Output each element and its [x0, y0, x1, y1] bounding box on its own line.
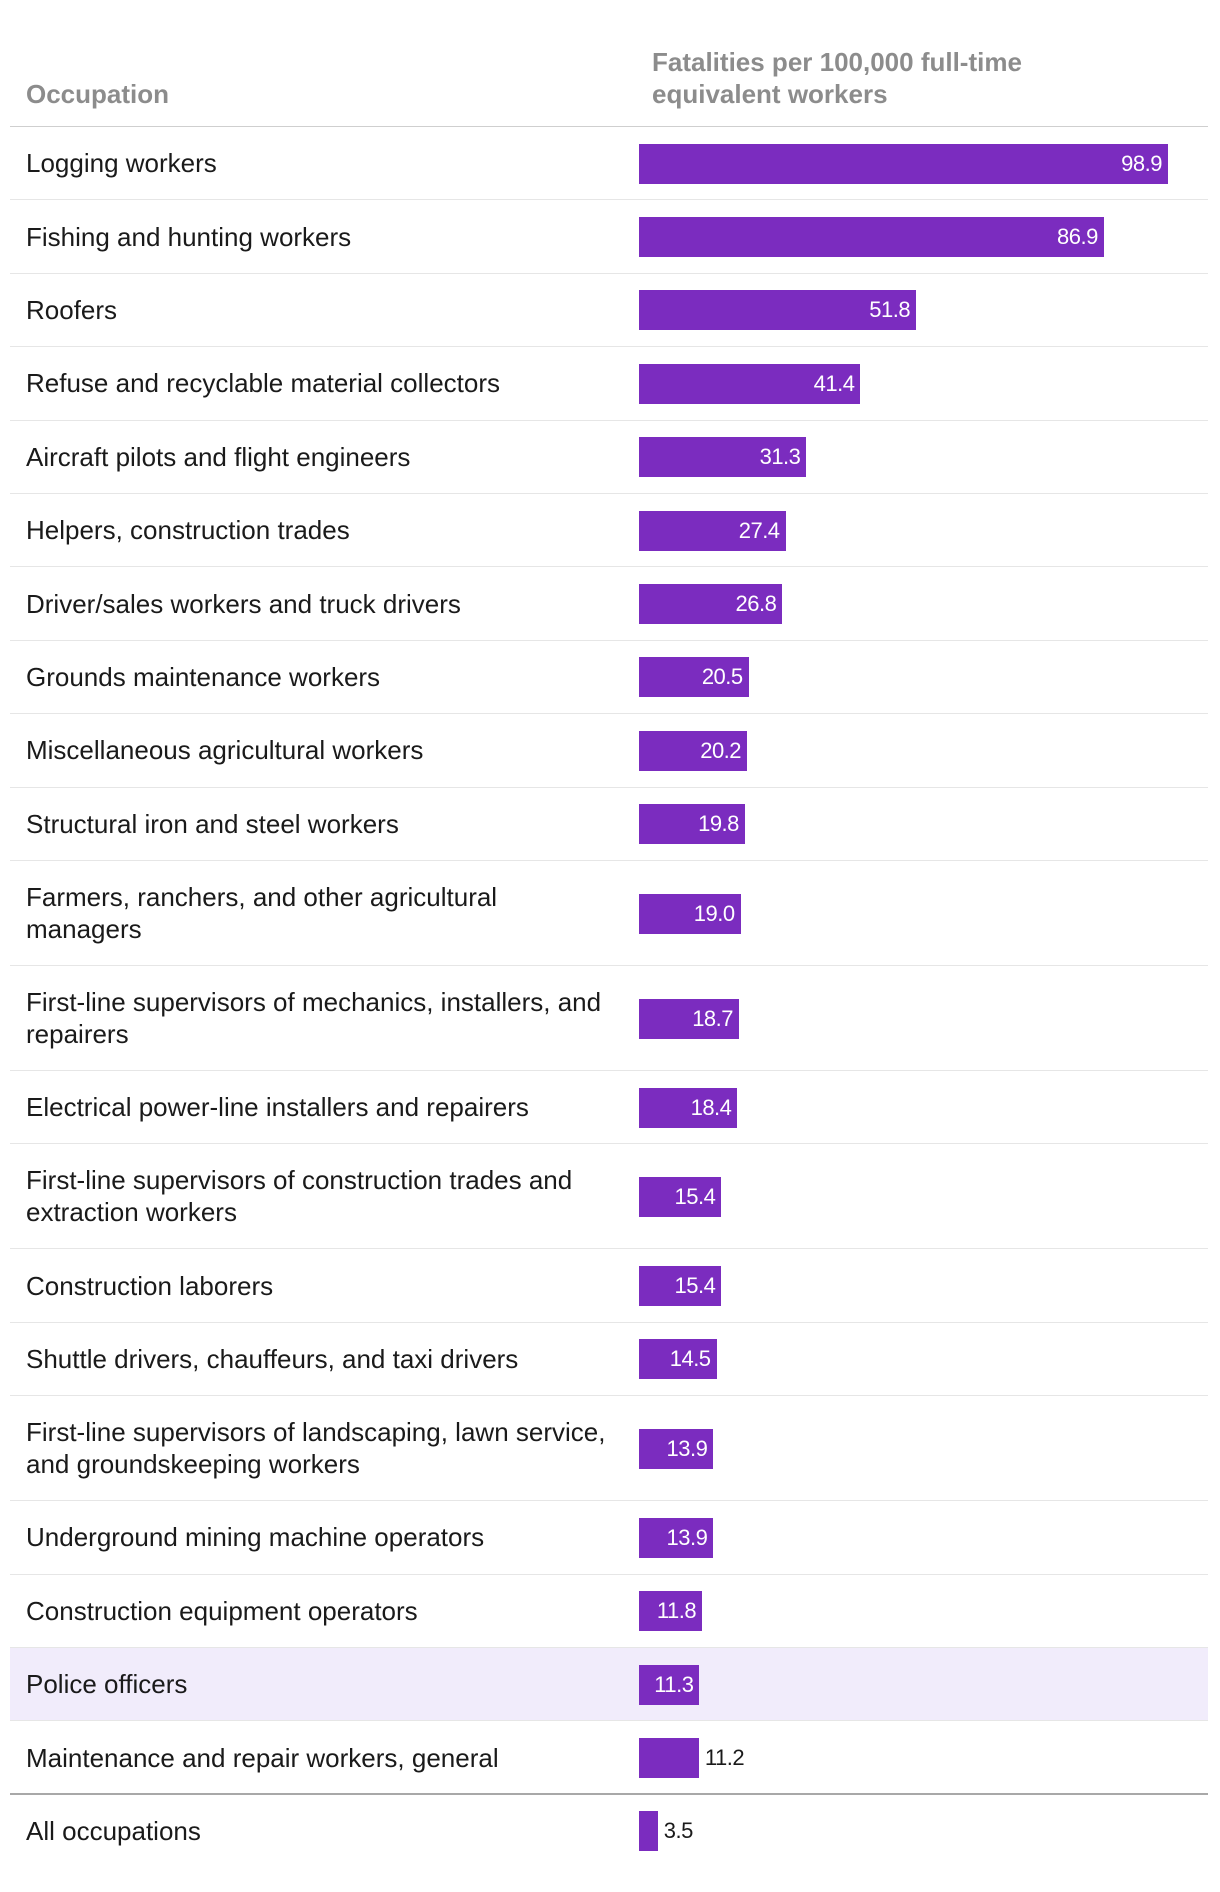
fatality-rate-column-header: Fatalities per 100,000 full-time equival…	[652, 47, 1022, 109]
chart-row: Helpers, construction trades 27.4	[10, 494, 1208, 568]
bar	[639, 584, 783, 625]
chart-row: Roofers 51.8	[10, 274, 1208, 348]
value-label: 98.9	[1121, 150, 1162, 176]
bar	[639, 1517, 714, 1558]
value-label: 20.2	[700, 737, 742, 763]
category-label: Fishing and hunting workers	[26, 221, 352, 252]
value-label: 18.4	[690, 1094, 732, 1120]
value-label: 14.5	[669, 1346, 711, 1372]
bar	[639, 1591, 703, 1632]
chart-row: Structural iron and steel workers 19.8	[10, 788, 1208, 861]
bar	[639, 1738, 699, 1779]
chart-row: Construction equipment operators 11.8	[10, 1575, 1208, 1648]
value-label: 13.9	[666, 1524, 708, 1550]
category-label: Construction equipment operators	[26, 1595, 418, 1626]
category-label: Underground mining machine operators	[26, 1522, 485, 1553]
chart-row: Farmers, ranchers, and other agricultura…	[10, 861, 1208, 966]
chart-row: First-line supervisors of landscaping, l…	[10, 1396, 1208, 1502]
bar	[639, 143, 1168, 184]
bar	[639, 437, 807, 478]
value-label: 20.5	[701, 664, 743, 690]
value-label: 15.4	[674, 1183, 716, 1209]
category-label: First-line supervisors of construction t…	[26, 1165, 573, 1228]
bar	[639, 730, 747, 771]
chart-row: Refuse and recyclable material collector…	[10, 347, 1208, 421]
value-label: 15.4	[674, 1273, 716, 1299]
chart-row: Grounds maintenance workers 20.5	[10, 641, 1208, 715]
bar	[639, 510, 786, 551]
category-label: Electrical power-line installers and rep…	[26, 1092, 529, 1123]
chart-row: First-line supervisors of construction t…	[10, 1144, 1208, 1250]
total-value-label: 3.5	[663, 1818, 694, 1844]
header-divider	[10, 126, 1208, 127]
value-label: 19.0	[693, 900, 735, 926]
bar	[639, 657, 749, 698]
total-bar	[639, 1811, 658, 1852]
chart-row: Logging workers 98.9	[10, 127, 1208, 201]
bar	[639, 1176, 722, 1217]
category-label: Helpers, construction trades	[26, 515, 350, 546]
value-label: 51.8	[869, 297, 911, 323]
bar	[639, 804, 745, 845]
value-label: 27.4	[738, 517, 780, 543]
value-label: 18.7	[692, 1005, 734, 1031]
category-label: Farmers, ranchers, and other agricultura…	[26, 882, 498, 944]
bar	[639, 217, 1104, 258]
category-label: Refuse and recyclable material collector…	[26, 368, 500, 399]
total-row: All occupations 3.5	[10, 1795, 1208, 1868]
category-label: Logging workers	[26, 148, 217, 179]
chart-row: Aircraft pilots and flight engineers 31.3	[10, 421, 1208, 494]
chart-row: First-line supervisors of mechanics, ins…	[10, 966, 1208, 1071]
bar	[639, 893, 741, 934]
category-label: Police officers	[26, 1669, 188, 1700]
value-label: 11.2	[704, 1745, 745, 1771]
chart-row: Fishing and hunting workers 86.9	[10, 200, 1208, 274]
value-label: 31.3	[759, 444, 801, 470]
bar	[639, 1266, 722, 1307]
total-label: All occupations	[26, 1816, 201, 1847]
category-label: Construction laborers	[26, 1270, 274, 1301]
value-label: 13.9	[666, 1435, 708, 1461]
category-label: Shuttle drivers, chauffeurs, and taxi dr…	[26, 1343, 519, 1374]
category-label: First-line supervisors of mechanics, ins…	[26, 987, 602, 1049]
value-label: 26.8	[735, 591, 777, 617]
category-label: First-line supervisors of landscaping, l…	[26, 1417, 606, 1480]
chart-row: Shuttle drivers, chauffeurs, and taxi dr…	[10, 1323, 1208, 1397]
chart-row: Police officers 11.3	[10, 1648, 1208, 1722]
value-label: 86.9	[1056, 224, 1098, 250]
category-label: Roofers	[26, 294, 118, 325]
chart-row: Construction laborers 15.4	[10, 1249, 1208, 1323]
chart-row: Driver/sales workers and truck drivers 26…	[10, 567, 1208, 641]
total-divider	[10, 1792, 1208, 1795]
bar	[639, 290, 917, 331]
value-label: 41.4	[813, 370, 855, 396]
bar	[639, 1428, 714, 1469]
chart-row: Maintenance and repair workers, general 1…	[10, 1721, 1208, 1795]
bar	[639, 1339, 717, 1380]
category-label: Structural iron and steel workers	[26, 808, 399, 839]
category-label: Grounds maintenance workers	[26, 661, 381, 692]
chart-row: Underground mining machine operators 13.9	[10, 1501, 1208, 1575]
chart-row: Electrical power-line installers and rep…	[10, 1071, 1208, 1145]
occupation-column-header: Occupation	[26, 79, 170, 109]
bar	[639, 1664, 700, 1705]
value-label: 19.8	[698, 811, 739, 837]
category-label: Driver/sales workers and truck drivers	[26, 588, 461, 619]
bar	[639, 1087, 738, 1128]
value-label: 11.8	[656, 1598, 697, 1624]
chart-row: Miscellaneous agricultural workers 20.2	[10, 714, 1208, 788]
category-label: Aircraft pilots and flight engineers	[26, 441, 411, 472]
value-label: 11.3	[654, 1671, 694, 1697]
bar	[639, 363, 861, 404]
bar	[639, 998, 739, 1039]
category-label: Miscellaneous agricultural workers	[26, 735, 424, 766]
category-label: Maintenance and repair workers, general	[26, 1742, 499, 1773]
